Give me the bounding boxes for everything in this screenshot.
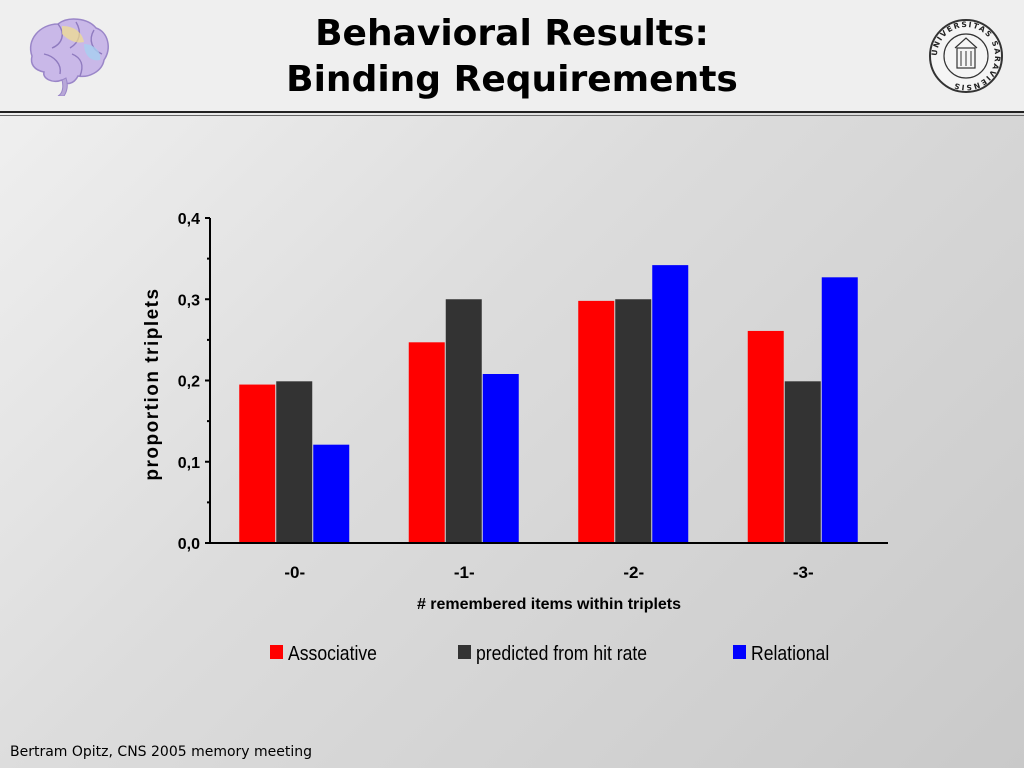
- brain-icon: [29, 18, 109, 96]
- bar-predicted-from-hit-rate-1: [445, 299, 482, 543]
- bar-associative-0: [239, 384, 276, 543]
- bar-predicted-from-hit-rate-3: [784, 381, 821, 543]
- slide-header: [0, 0, 1024, 112]
- x-tick-label: -1-: [454, 563, 475, 582]
- legend-swatch: [270, 645, 283, 659]
- x-tick-label: -3-: [793, 563, 814, 582]
- y-tick-label: 0,3: [178, 292, 200, 309]
- legend-swatch: [458, 645, 471, 659]
- bar-predicted-from-hit-rate-0: [276, 381, 313, 543]
- header-divider: [0, 111, 1024, 113]
- slide-footer: Bertram Opitz, CNS 2005 memory meeting: [10, 744, 313, 760]
- bar-relational-1: [482, 374, 519, 543]
- y-tick-label: 0,1: [178, 455, 200, 472]
- x-tick-label: -0-: [284, 563, 305, 582]
- legend-label: predicted from hit rate: [476, 642, 647, 664]
- legend-swatch: [733, 645, 746, 659]
- bar-relational-2: [652, 265, 689, 543]
- bar-associative-1: [408, 342, 445, 543]
- x-tick-label: -2-: [623, 563, 644, 582]
- bar-associative-3: [747, 330, 784, 543]
- university-seal-icon: UNIVERSITAS SARAVIENSIS: [929, 19, 1003, 93]
- slide-title-line-1: Behavioral Results:: [315, 13, 709, 54]
- y-tick-label: 0,2: [178, 374, 200, 391]
- y-axis-label: proportion triplets: [142, 287, 163, 480]
- bar-relational-0: [313, 444, 350, 543]
- bar-associative-2: [578, 300, 615, 543]
- bar-relational-3: [821, 277, 858, 543]
- legend-label: Relational: [751, 642, 829, 664]
- y-tick-label: 0,0: [178, 536, 200, 553]
- slide-title-line-2: Binding Requirements: [286, 59, 738, 100]
- legend-label: Associative: [288, 642, 377, 664]
- y-tick-label: 0,4: [178, 211, 200, 228]
- bar-predicted-from-hit-rate-2: [615, 299, 652, 543]
- header-divider-thin: [0, 115, 1024, 116]
- x-axis-label: # remembered items within triplets: [417, 596, 681, 613]
